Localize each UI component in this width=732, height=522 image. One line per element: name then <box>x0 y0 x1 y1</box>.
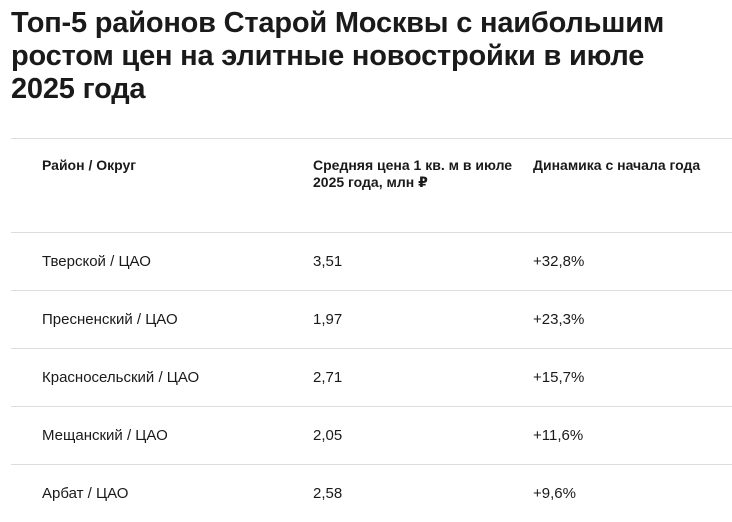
table-cell: +32,8% <box>527 233 732 291</box>
table-cell: 2,58 <box>307 465 527 522</box>
table-cell: 3,51 <box>307 233 527 291</box>
table-cell: 1,97 <box>307 291 527 349</box>
table-cell: +11,6% <box>527 407 732 465</box>
table-cell: 2,71 <box>307 349 527 407</box>
table-cell: Арбат / ЦАО <box>11 465 307 522</box>
table-cell: +23,3% <box>527 291 732 349</box>
column-header: Динамика с начала года <box>527 139 732 233</box>
table-cell: Мещанский / ЦАО <box>11 407 307 465</box>
column-header: Район / Округ <box>11 139 307 233</box>
title: Топ-5 районов Старой Москвы с наибольшим… <box>11 7 711 106</box>
table-cell: Красносельский / ЦАО <box>11 349 307 407</box>
table-cell: Тверской / ЦАО <box>11 233 307 291</box>
table-cell: Пресненский / ЦАО <box>11 291 307 349</box>
table-cell: 2,05 <box>307 407 527 465</box>
column-header: Средняя цена 1 кв. м в июле 2025 года, м… <box>307 139 527 233</box>
table-cell: +15,7% <box>527 349 732 407</box>
table-cell: +9,6% <box>527 465 732 522</box>
